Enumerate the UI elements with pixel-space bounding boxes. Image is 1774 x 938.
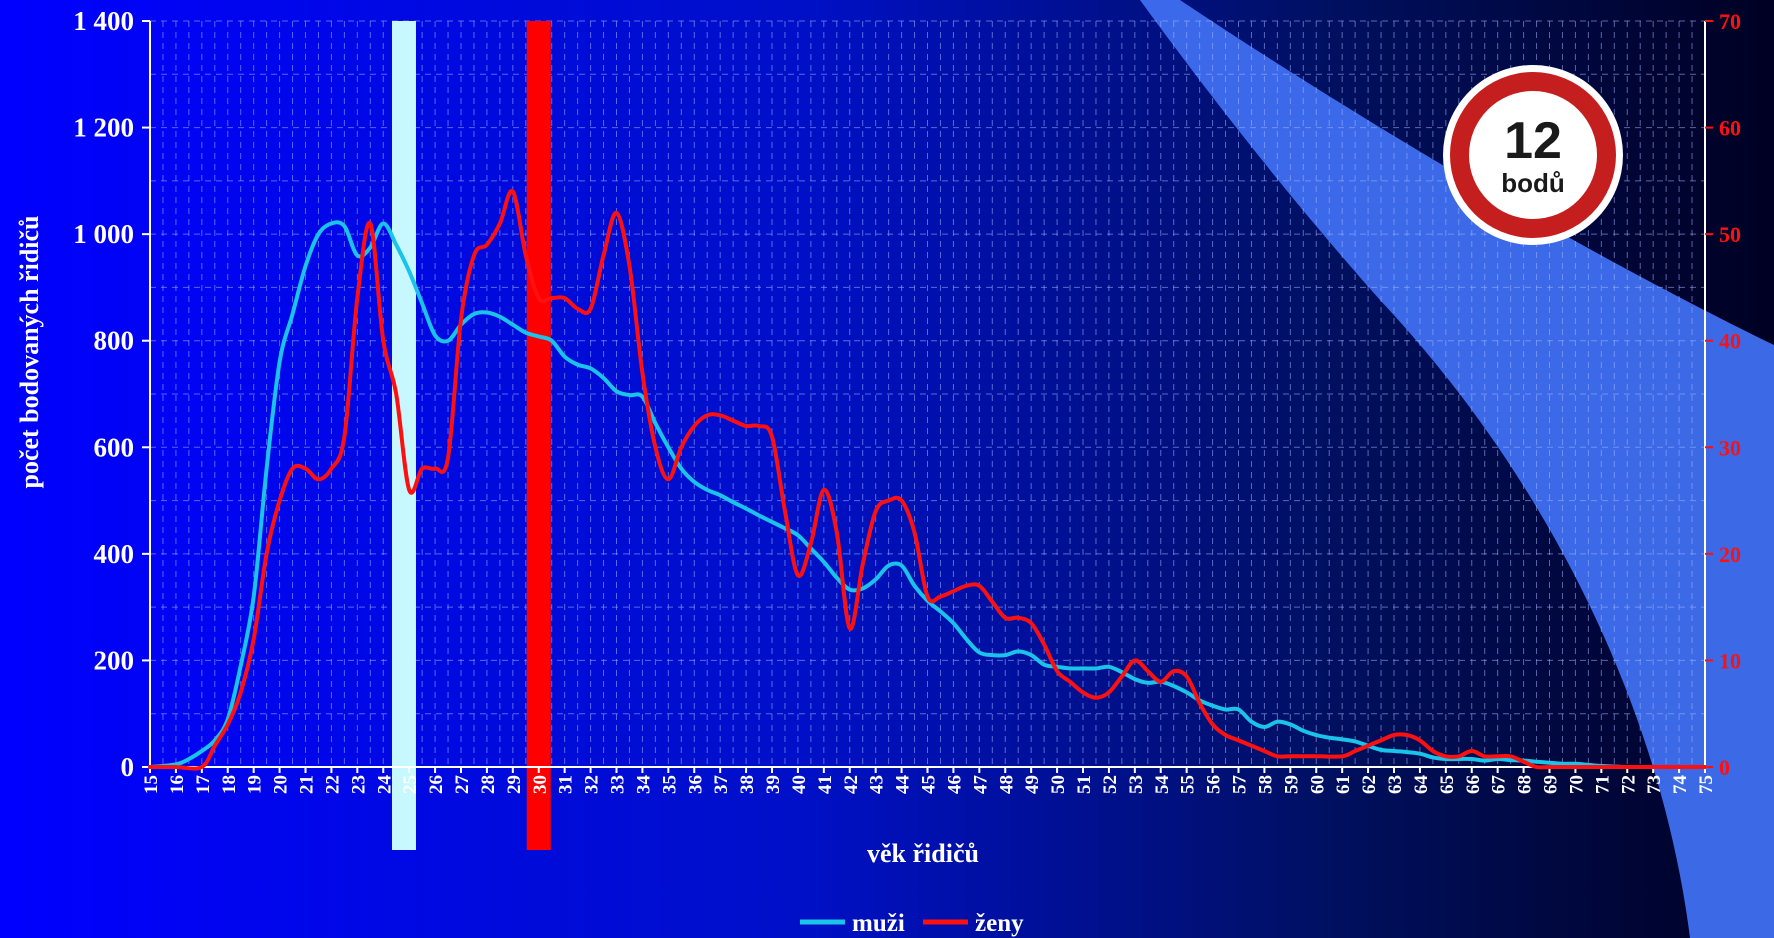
- y-left-tick-label: 1 200: [73, 113, 134, 143]
- x-tick-label: 61: [1333, 775, 1354, 794]
- legend-label-muzi: muži: [852, 910, 905, 937]
- x-tick-label: 41: [815, 775, 836, 794]
- badge-number: 12: [1504, 112, 1562, 170]
- x-tick-label: 15: [141, 775, 162, 794]
- y-left-tick-label: 600: [94, 432, 135, 462]
- y-left-tick-labels: 0 200 400 600 800 1 000 1 200 1 400: [73, 6, 134, 782]
- y-left-tick-label: 200: [94, 645, 135, 675]
- x-tick-label: 71: [1592, 775, 1613, 794]
- x-tick-label: 39: [763, 775, 784, 794]
- x-tick-label: 58: [1255, 775, 1276, 794]
- x-tick-label: 52: [1100, 775, 1121, 794]
- x-tick-label: 37: [711, 775, 732, 795]
- series-line-zeny: [148, 188, 1707, 771]
- x-tick-label: 26: [426, 775, 447, 794]
- x-tick-label: 70: [1566, 775, 1587, 794]
- x-tick-label: 32: [582, 775, 603, 794]
- legend: muži ženy: [800, 910, 1024, 937]
- x-tick-label: 36: [685, 775, 706, 794]
- y-left-tick-label: 800: [94, 326, 135, 356]
- highlight-bar-0: [391, 21, 416, 850]
- twelve-points-sign-icon: 12 bodů: [1443, 65, 1623, 245]
- x-tick-label: 59: [1281, 775, 1302, 794]
- x-tick-label: 50: [1048, 775, 1069, 794]
- y-right-tick-label: 70: [1719, 9, 1741, 34]
- grid-lines: [150, 20, 1705, 767]
- x-tick-label: 49: [1022, 775, 1043, 794]
- y-left-tick-label: 1 400: [73, 6, 134, 36]
- x-tick-label: 34: [633, 775, 654, 795]
- y-right-tick-label: 50: [1719, 222, 1741, 247]
- tick-marks: [142, 20, 1713, 773]
- x-tick-label: 47: [970, 775, 991, 795]
- x-tick-label: 63: [1385, 775, 1406, 794]
- x-tick-label: 55: [1178, 775, 1199, 794]
- x-tick-label: 64: [1411, 775, 1432, 795]
- x-tick-label: 48: [996, 775, 1017, 794]
- x-tick-label: 16: [167, 775, 188, 794]
- x-tick-label: 68: [1515, 775, 1536, 794]
- x-tick-label: 27: [452, 775, 473, 795]
- x-tick-label: 45: [919, 775, 940, 794]
- highlight-bar-1: [526, 21, 551, 850]
- y-right-tick-label: 40: [1719, 329, 1741, 354]
- x-tick-label: 21: [297, 775, 318, 794]
- x-tick-label: 23: [348, 775, 369, 794]
- x-tick-labels: 15 16 17 18 19 20 21 22 23 24 25 26 27 28 29 30 31 32 33 34…: [141, 775, 1717, 795]
- x-tick-label: 29: [504, 775, 525, 794]
- y-right-tick-label: 30: [1719, 435, 1741, 460]
- x-tick-label: 75: [1696, 775, 1717, 794]
- x-tick-label: 31: [556, 775, 577, 794]
- x-tick-label: 51: [1074, 775, 1095, 794]
- x-tick-label: 73: [1644, 775, 1665, 794]
- x-tick-label: 57: [1230, 775, 1251, 795]
- x-tick-label: 33: [608, 775, 629, 794]
- x-tick-label: 24: [374, 775, 395, 795]
- x-tick-label: 42: [841, 775, 862, 794]
- y-left-tick-label: 400: [94, 539, 135, 569]
- x-tick-label: 28: [478, 775, 499, 794]
- x-tick-label: 46: [944, 775, 965, 794]
- x-tick-label: 35: [659, 775, 680, 794]
- x-tick-label: 66: [1463, 775, 1484, 794]
- x-tick-label: 40: [789, 775, 810, 794]
- x-tick-label: 22: [322, 775, 343, 794]
- x-tick-label: 17: [193, 775, 214, 795]
- x-tick-label: 53: [1126, 775, 1147, 794]
- x-tick-label: 65: [1437, 775, 1458, 794]
- x-tick-label: 44: [893, 775, 914, 795]
- badge-label: bodů: [1501, 168, 1565, 198]
- x-tick-label: 60: [1307, 775, 1328, 794]
- x-tick-label: 43: [867, 775, 888, 794]
- y-right-tick-label: 10: [1719, 648, 1741, 673]
- x-tick-label: 67: [1489, 775, 1510, 795]
- x-tick-label: 30: [530, 775, 551, 794]
- x-tick-label: 38: [737, 775, 758, 794]
- y-left-tick-label: 1 000: [73, 219, 134, 249]
- y-axis-title: počet bodovaných řidičů: [15, 215, 44, 488]
- x-tick-label: 19: [245, 775, 266, 794]
- legend-label-zeny: ženy: [975, 910, 1024, 937]
- highlight-bars: [391, 21, 551, 850]
- series-line-muzi: [148, 220, 1707, 770]
- y-right-tick-labels: 0 10 20 30 40 50 60 70: [1719, 9, 1741, 780]
- y-right-tick-label: 60: [1719, 116, 1741, 141]
- x-axis-title: věk řidičů: [867, 839, 979, 868]
- x-tick-label: 62: [1359, 775, 1380, 794]
- y-right-tick-label: 20: [1719, 542, 1741, 567]
- x-tick-label: 72: [1618, 775, 1639, 794]
- x-tick-label: 18: [219, 775, 240, 794]
- x-tick-label: 20: [271, 775, 292, 794]
- x-tick-label: 56: [1204, 775, 1225, 794]
- y-left-tick-label: 0: [121, 752, 135, 782]
- x-tick-label: 54: [1152, 775, 1173, 795]
- x-tick-label: 74: [1670, 775, 1691, 795]
- x-tick-label: 69: [1541, 775, 1562, 794]
- x-tick-label: 25: [400, 775, 421, 794]
- y-right-tick-label: 0: [1719, 755, 1730, 780]
- data-series: [148, 188, 1707, 771]
